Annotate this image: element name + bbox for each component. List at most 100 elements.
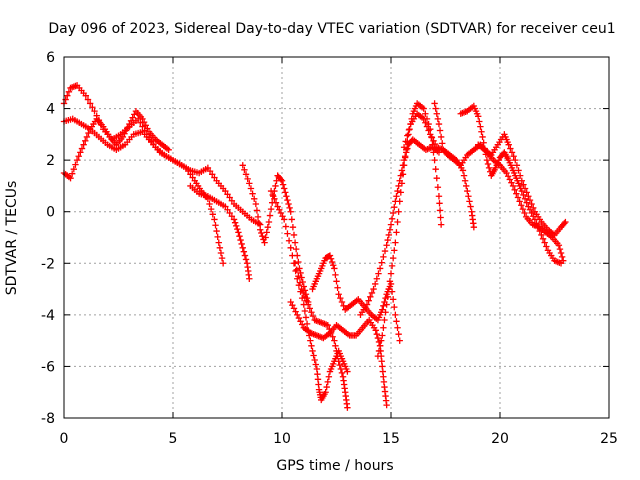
- data-point-interp: [520, 191, 527, 199]
- data-point-interp: [385, 285, 393, 293]
- data-point-interp: [211, 174, 218, 181]
- data-point: [222, 203, 229, 210]
- data-point: [219, 260, 227, 267]
- data-point-interp: [292, 308, 299, 315]
- data-point: [392, 239, 399, 246]
- data-point-interp: [209, 211, 216, 218]
- data-point: [309, 347, 316, 355]
- data-point: [525, 203, 532, 210]
- data-point-interp: [295, 314, 303, 322]
- data-point-interp: [519, 205, 527, 213]
- data-point-interp: [375, 270, 382, 277]
- data-point: [392, 311, 399, 319]
- axis-ticks: 0 5 10 15 20 25 -8 -6 -4 -2 0 2 4 6: [41, 50, 618, 447]
- data-point-interp: [84, 96, 92, 103]
- y-tick-label: 6: [46, 50, 55, 66]
- data-point-interp: [301, 307, 309, 315]
- data-point-interp: [289, 252, 296, 259]
- data-point-interp: [185, 167, 192, 175]
- data-point-interp: [389, 254, 397, 262]
- data-point: [322, 389, 329, 396]
- x-tick-label: 25: [600, 431, 618, 447]
- data-point-interp: [262, 234, 269, 241]
- data-point-interp: [428, 134, 436, 141]
- data-point-interp: [231, 219, 239, 226]
- x-tick-label: 5: [169, 431, 178, 447]
- x-tick-label: 0: [60, 431, 69, 447]
- data-point-interp: [247, 185, 255, 192]
- data-point-interp: [523, 199, 530, 206]
- data-point-interp: [122, 127, 130, 134]
- data-point: [538, 231, 545, 239]
- data-point-interp: [556, 245, 564, 253]
- data-point: [73, 156, 81, 164]
- data-point-interp: [288, 216, 296, 223]
- data-point-interp: [507, 145, 514, 152]
- data-point: [344, 404, 351, 411]
- data-point-interp: [279, 181, 287, 188]
- data-point-interp: [297, 318, 304, 325]
- data-point: [278, 177, 286, 184]
- data-point: [291, 239, 299, 246]
- data-point-interp: [213, 227, 220, 235]
- data-point-interp: [393, 229, 400, 236]
- data-point-interp: [394, 218, 401, 226]
- data-point-interp: [78, 145, 86, 152]
- data-point-interp: [534, 223, 542, 231]
- data-point-interp: [381, 247, 389, 255]
- data-point-interp: [279, 213, 286, 220]
- y-axis-label: SDTVAR / TECUs: [4, 181, 20, 296]
- data-point: [165, 146, 172, 154]
- data-point-interp: [68, 170, 76, 177]
- data-point-interp: [430, 149, 437, 156]
- data-point-interp: [249, 190, 256, 197]
- data-point-interp: [284, 196, 291, 204]
- data-point-interp: [333, 347, 340, 355]
- data-point-interp: [541, 239, 548, 246]
- series-sat-track-5: [239, 162, 312, 306]
- data-point-interp: [234, 225, 241, 233]
- data-point-interp: [285, 200, 292, 208]
- data-point: [562, 218, 569, 226]
- data-point-interp: [461, 177, 469, 184]
- series-sat-track-12: [400, 110, 478, 231]
- data-point: [383, 401, 390, 409]
- data-point-interp: [521, 209, 528, 217]
- data-point-interp: [267, 205, 275, 213]
- data-point-interp: [86, 100, 94, 107]
- data-point-interp: [478, 128, 485, 135]
- data-point: [344, 368, 351, 375]
- data-point-interp: [516, 172, 524, 179]
- data-point-interp: [300, 289, 307, 297]
- data-point-interp: [389, 296, 397, 303]
- data-point: [557, 260, 565, 267]
- data-point-interp: [432, 165, 439, 173]
- data-point: [420, 115, 427, 123]
- data-point-interp: [266, 212, 274, 219]
- data-point: [265, 218, 273, 226]
- data-point: [370, 285, 377, 293]
- data-point-interp: [309, 312, 317, 320]
- data-point: [204, 164, 212, 172]
- data-point-interp: [373, 275, 381, 282]
- data-point-interp: [336, 361, 343, 369]
- data-point: [387, 270, 395, 277]
- data-point-interp: [334, 284, 341, 291]
- data-point-interp: [399, 171, 407, 178]
- data-point: [374, 352, 382, 360]
- grid-lines: [64, 57, 609, 418]
- data-point-interp: [402, 138, 409, 145]
- data-point-interp: [539, 235, 547, 242]
- x-tick-label: 15: [382, 431, 400, 447]
- data-point-interp: [282, 223, 290, 230]
- data-point: [420, 105, 427, 112]
- data-point-interp: [251, 195, 258, 203]
- data-point: [555, 242, 563, 249]
- data-point-interp: [282, 189, 289, 196]
- data-point: [396, 337, 403, 344]
- data-point: [331, 265, 338, 272]
- series-sat-track-2: [60, 115, 227, 267]
- data-point-interp: [238, 240, 245, 248]
- data-point: [304, 301, 312, 308]
- data-point-interp: [434, 115, 442, 123]
